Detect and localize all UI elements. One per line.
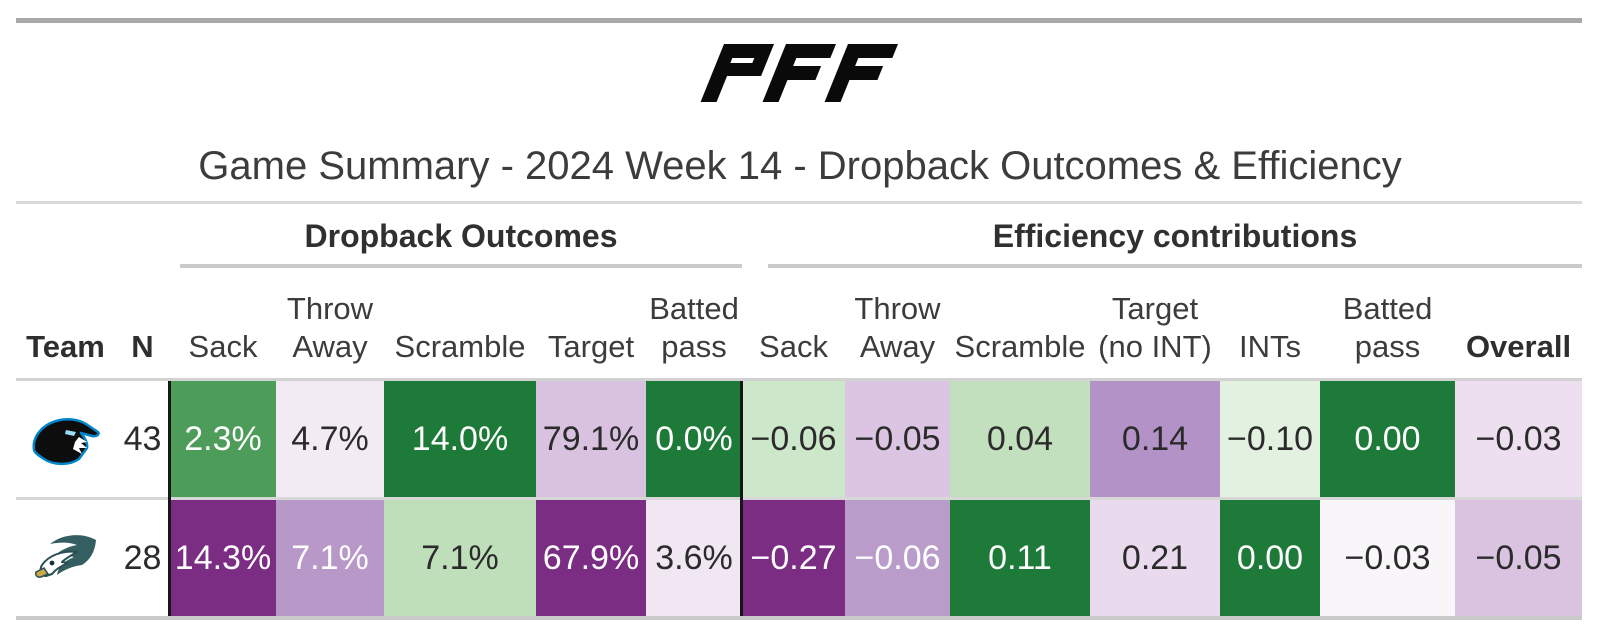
panthers-logo-icon [32, 418, 100, 466]
dropback-summary-table: Dropback Outcomes Efficiency contributio… [16, 210, 1582, 620]
group-label: Dropback Outcomes [304, 218, 618, 254]
stat-cell-throw-away: 7.1% [276, 500, 384, 616]
stat-cell-target: 79.1% [536, 381, 646, 497]
n-value: 43 [115, 381, 170, 497]
stat-cell-sack: 14.3% [170, 500, 276, 616]
stat-cell-scramble: 7.1% [384, 500, 536, 616]
group-header-efficiency-contributions: Efficiency contributions [742, 210, 1582, 268]
column-header-team: Team [26, 329, 105, 364]
row-divider [16, 497, 1582, 500]
stat-cell-eff-scramble: 0.11 [950, 500, 1090, 616]
stat-cell-batted-pass: 3.6% [646, 500, 742, 616]
stat-cell-sack: 2.3% [170, 381, 276, 497]
column-header-ints: INTs [1239, 329, 1301, 364]
column-header-target-no-int: Target (no INT) [1098, 291, 1212, 364]
table-separator-line-left [168, 381, 171, 616]
column-header-throw-away: Throw Away [286, 291, 374, 364]
stat-cell-eff-throw-away: −0.06 [845, 500, 950, 616]
group-header-dropback-outcomes: Dropback Outcomes [170, 210, 742, 268]
stat-cell-target: 67.9% [536, 500, 646, 616]
stat-cell-eff-sack: −0.27 [742, 500, 845, 616]
column-header-target: Target [547, 329, 635, 364]
page-title: Game Summary - 2024 Week 14 - Dropback O… [198, 144, 1402, 188]
stat-cell-eff-batted-pass: 0.00 [1320, 381, 1455, 497]
column-header-eff-batted-pass: Batted pass [1342, 291, 1433, 364]
bottom-divider [16, 616, 1582, 620]
stat-cell-target-no-int: 0.21 [1090, 500, 1220, 616]
column-header-batted-pass: Batted pass [649, 291, 739, 364]
column-header-eff-throw-away: Throw Away [854, 291, 941, 364]
stat-cell-scramble: 14.0% [384, 381, 536, 497]
title-divider [16, 201, 1582, 204]
stat-cell-throw-away: 4.7% [276, 381, 384, 497]
n-value: 28 [115, 500, 170, 616]
stat-cell-ints: −0.10 [1220, 381, 1320, 497]
column-header-sack: Sack [188, 329, 258, 364]
team-logo-cell-eagles [16, 500, 115, 616]
column-header-scramble: Scramble [394, 329, 526, 364]
stat-cell-overall: −0.03 [1455, 381, 1582, 497]
column-header-eff-scramble: Scramble [954, 329, 1086, 364]
stat-cell-ints: 0.00 [1220, 500, 1320, 616]
group-underline [180, 264, 742, 268]
column-header-n: N [131, 329, 154, 364]
stat-cell-target-no-int: 0.14 [1090, 381, 1220, 497]
eagles-logo-icon [34, 535, 96, 578]
stat-cell-eff-throw-away: −0.05 [845, 381, 950, 497]
column-header-eff-sack: Sack [759, 329, 828, 364]
stat-cell-overall: −0.05 [1455, 500, 1582, 616]
column-header-overall: Overall [1465, 329, 1572, 364]
group-label: Efficiency contributions [992, 218, 1358, 254]
group-header-spacer [16, 210, 170, 268]
group-underline [768, 264, 1582, 268]
top-divider [16, 18, 1582, 23]
stat-cell-eff-scramble: 0.04 [950, 381, 1090, 497]
header-divider [16, 378, 1582, 381]
stat-cell-eff-sack: −0.06 [742, 381, 845, 497]
stat-cell-batted-pass: 0.0% [646, 381, 742, 497]
pff-logo-icon [700, 44, 898, 102]
stat-cell-eff-batted-pass: −0.03 [1320, 500, 1455, 616]
table-separator-line-middle [740, 381, 743, 616]
pff-logo [682, 44, 918, 107]
team-logo-cell-panthers [16, 381, 115, 497]
